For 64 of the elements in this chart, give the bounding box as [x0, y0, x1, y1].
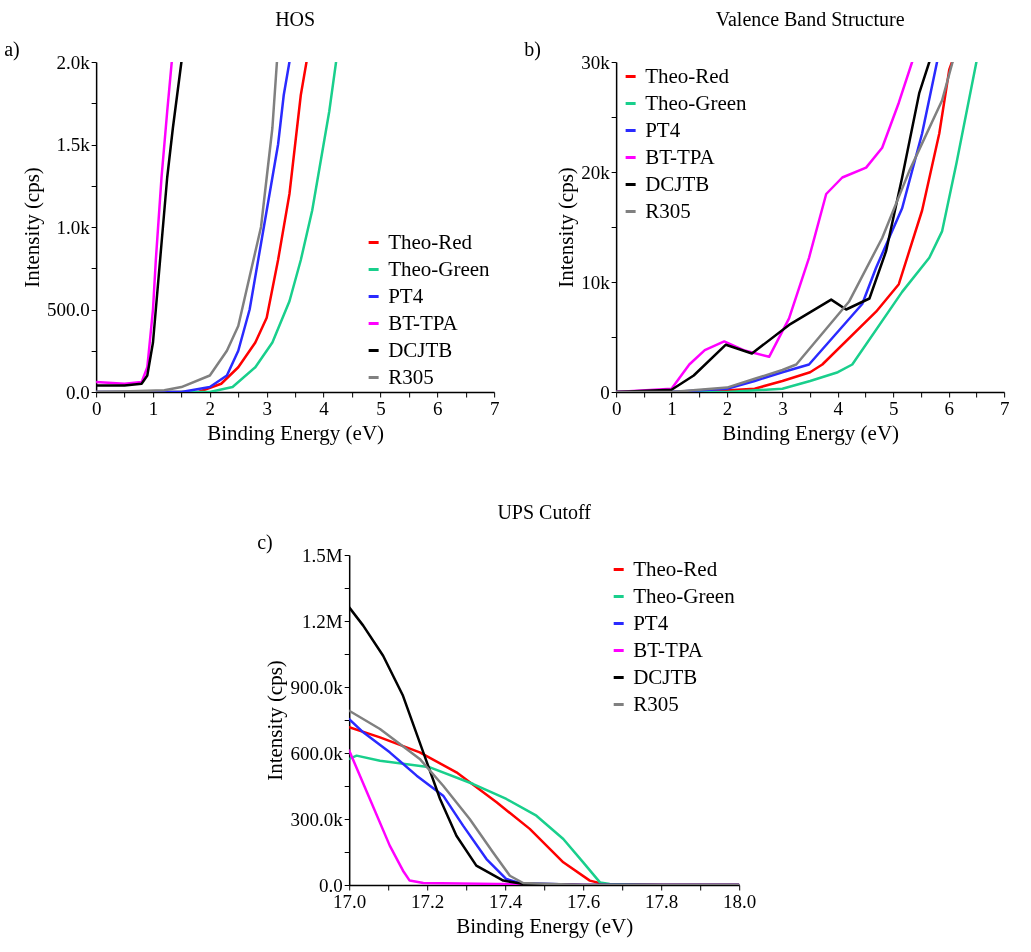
legend-label: Theo-Red	[645, 63, 730, 88]
y-tick-label: 1.2M	[302, 610, 343, 632]
x-tick-label: 17.2	[411, 890, 445, 912]
y-tick-label: 500.0	[46, 299, 90, 320]
x-tick-label: 3	[262, 397, 272, 419]
legend-label: R305	[633, 691, 679, 716]
legend-label: BT-TPA	[633, 637, 704, 662]
legend-label: Theo-Green	[633, 583, 736, 608]
text: a)	[4, 38, 20, 61]
y-tick-label: 1.5M	[302, 544, 343, 566]
x-tick-label: 6	[944, 397, 954, 419]
y-axis-title: Intensity (cps)	[19, 167, 44, 288]
y-tick-label: 900.0k	[290, 676, 344, 698]
legend-label: Theo-Red	[633, 556, 718, 581]
x-tick-label: 2	[722, 397, 733, 419]
y-tick-label: 20k	[581, 161, 611, 183]
x-axis-title: Binding Energy (eV)	[207, 420, 385, 445]
x-tick-label: 3	[778, 397, 788, 419]
x-tick-label: 5	[889, 397, 899, 419]
y-tick-label: 30k	[581, 51, 611, 73]
x-tick-label: 7	[489, 397, 500, 419]
legend-label: Theo-Green	[388, 256, 491, 281]
legend-label: R305	[388, 364, 434, 389]
x-tick-label: 4	[833, 397, 844, 419]
text: c)	[257, 531, 273, 554]
x-tick-label: 4	[319, 397, 330, 419]
x-tick-label: 5	[376, 397, 386, 419]
y-tick-label: 0.0	[65, 381, 90, 403]
x-tick-label: 17.6	[567, 890, 601, 912]
legend-label: PT4	[388, 283, 424, 308]
x-tick-label: 7	[999, 397, 1010, 419]
legend-label: DCJTB	[633, 664, 698, 689]
x-tick-label: 6	[433, 397, 443, 419]
y-tick-label: 0.0	[318, 874, 343, 896]
y-tick-label: 1.5k	[56, 134, 91, 155]
x-tick-label: 1	[667, 397, 677, 419]
y-tick-label: 2.0k	[56, 51, 91, 73]
x-tick-label: 2	[205, 397, 216, 419]
x-axis-title: Binding Energy (eV)	[722, 420, 900, 445]
legend-label: BT-TPA	[388, 310, 459, 335]
y-tick-label: 300.0k	[290, 808, 344, 830]
y-tick-label: 1.0k	[56, 216, 91, 238]
y-tick-label: 600.0k	[290, 742, 344, 764]
x-tick-label: 17.4	[489, 890, 523, 912]
legend-label: BT-TPA	[645, 144, 716, 169]
y-tick-label: 0	[600, 381, 610, 403]
legend-label: DCJTB	[388, 337, 453, 362]
x-tick-label: 18.0	[723, 890, 757, 912]
y-axis-title: Intensity (cps)	[554, 167, 579, 288]
legend-label: Theo-Red	[388, 229, 473, 254]
chart-title: HOS	[275, 8, 316, 30]
y-tick-label: 10k	[581, 271, 611, 293]
x-tick-label: 1	[148, 397, 159, 419]
legend-label: DCJTB	[645, 171, 710, 196]
chart-title: Valence Band Structure	[715, 8, 905, 30]
y-axis-title: Intensity (cps)	[263, 660, 288, 781]
legend-label: Theo-Green	[645, 90, 748, 115]
legend-label: PT4	[633, 610, 669, 635]
text: b)	[524, 38, 541, 61]
x-axis-title: Binding Energy (eV)	[456, 913, 634, 938]
legend-label: PT4	[645, 117, 681, 142]
x-tick-label: 17.8	[645, 890, 679, 912]
legend-label: R305	[645, 198, 691, 223]
chart-title: UPS Cutoff	[497, 501, 592, 523]
